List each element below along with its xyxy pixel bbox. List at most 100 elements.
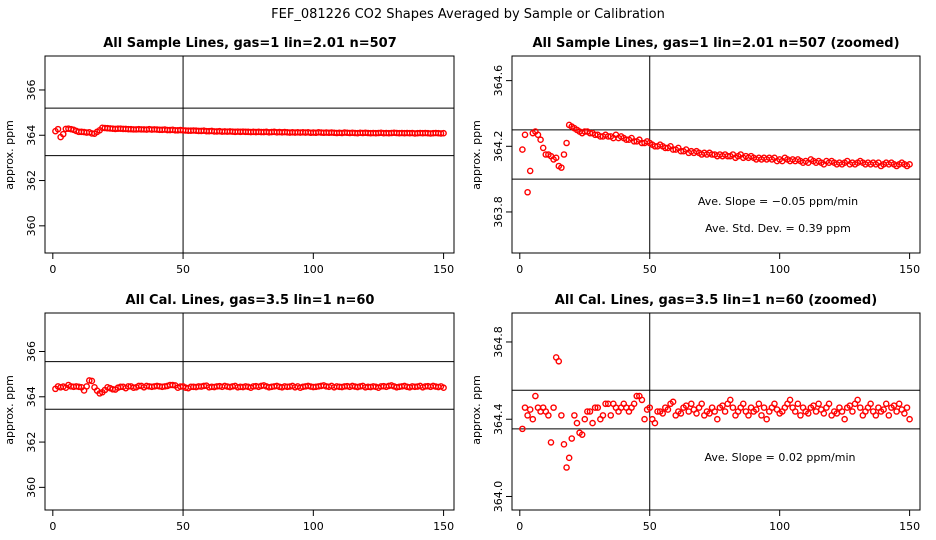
data-point [578, 431, 586, 438]
y-tick-label: 364.0 [492, 481, 505, 512]
data-point [745, 412, 752, 419]
data-point [571, 412, 578, 419]
data-point [524, 412, 531, 419]
data-point [83, 383, 90, 390]
data-point [529, 415, 537, 423]
y-tick-label: 360 [25, 477, 38, 498]
data-point [85, 377, 93, 384]
data-point [755, 400, 763, 408]
y-tick-label: 364.4 [492, 403, 505, 435]
data-point [555, 357, 563, 365]
data-point [602, 400, 609, 408]
panel-title: All Cal. Lines, gas=3.5 lin=1 n=60 [126, 293, 375, 308]
data-point [838, 408, 846, 415]
x-tick-label: 100 [769, 520, 790, 533]
panel-sample-lines: All Sample Lines, gas=1 lin=2.01 n=507 a… [3, 36, 455, 276]
y-axis-label: approx. ppm [3, 375, 16, 445]
panel-cal-lines: All Cal. Lines, gas=3.5 lin=1 n=60 appro… [3, 293, 455, 533]
data-point [558, 164, 565, 171]
x-tick-label: 150 [433, 520, 454, 533]
data-point [906, 161, 913, 168]
data-point [568, 435, 576, 442]
x-tick-label: 0 [49, 520, 56, 533]
data-point [825, 400, 833, 408]
plot-frame [44, 55, 455, 254]
data-point [59, 130, 67, 138]
y-tick-label: 364.6 [492, 65, 505, 97]
data-point [437, 130, 445, 137]
data-point [646, 404, 654, 411]
data-point [885, 412, 893, 419]
data-point [638, 396, 646, 404]
data-point [752, 406, 760, 413]
data-point [524, 188, 531, 196]
y-tick-label: 364 [25, 125, 38, 146]
x-tick-label: 0 [516, 520, 523, 533]
data-point [589, 419, 596, 427]
data-point [633, 392, 641, 400]
data-point [856, 404, 864, 411]
data-point [729, 404, 737, 411]
data-point [711, 408, 719, 415]
data-point [550, 404, 557, 411]
data-point [521, 131, 529, 139]
data-point [794, 400, 802, 408]
x-tick-label: 100 [769, 263, 790, 276]
data-point [54, 125, 62, 133]
x-tick-label: 100 [303, 263, 324, 276]
data-point [440, 384, 447, 392]
data-point [901, 410, 908, 417]
panel-title: All Sample Lines, gas=1 lin=2.01 n=507 (… [532, 36, 899, 51]
x-tick-label: 150 [899, 263, 920, 276]
data-point [893, 408, 900, 415]
plot-frame [511, 312, 921, 511]
x-tick-label: 0 [516, 263, 523, 276]
data-point [713, 415, 721, 423]
data-point [651, 419, 659, 427]
data-point [75, 383, 83, 391]
data-point [760, 404, 768, 411]
data-point [685, 408, 693, 415]
y-tick-label: 366 [25, 341, 38, 362]
data-point [521, 404, 529, 411]
x-tick-label: 150 [899, 520, 920, 533]
data-point [584, 408, 591, 415]
data-point [88, 377, 96, 385]
plot-frame [44, 312, 455, 511]
data-point [815, 400, 822, 408]
data-point [526, 406, 534, 413]
data-point [758, 412, 765, 419]
data-point [563, 464, 570, 471]
panel-sample-lines-zoomed: All Sample Lines, gas=1 lin=2.01 n=507 (… [470, 36, 921, 276]
data-point [591, 404, 599, 411]
y-axis-label: approx. ppm [470, 375, 483, 445]
data-point [786, 396, 794, 404]
data-point [895, 400, 903, 408]
x-tick-label: 50 [176, 520, 190, 533]
data-point [169, 381, 176, 389]
data-point [558, 412, 565, 419]
panel-title: All Sample Lines, gas=1 lin=2.01 n=507 [103, 36, 397, 51]
annotation-text: Ave. Slope = 0.02 ppm/min [705, 451, 856, 464]
data-point [854, 396, 861, 404]
annotation-text: Ave. Std. Dev. = 0.39 ppm [705, 222, 851, 235]
data-point [539, 144, 547, 152]
data-point [581, 415, 589, 423]
data-point [771, 400, 778, 408]
data-point [526, 167, 534, 175]
data-point [698, 400, 706, 408]
data-point [594, 404, 602, 411]
data-point [573, 419, 581, 427]
data-point [693, 410, 700, 417]
y-axis-label: approx. ppm [470, 120, 483, 190]
y-tick-label: 364.2 [492, 131, 505, 163]
data-point [552, 154, 560, 162]
plot-frame [511, 55, 921, 254]
x-tick-label: 50 [176, 263, 190, 276]
data-point [669, 398, 677, 406]
data-point [641, 415, 648, 423]
data-point [804, 410, 812, 417]
x-tick-label: 50 [643, 263, 657, 276]
data-point [880, 406, 887, 413]
